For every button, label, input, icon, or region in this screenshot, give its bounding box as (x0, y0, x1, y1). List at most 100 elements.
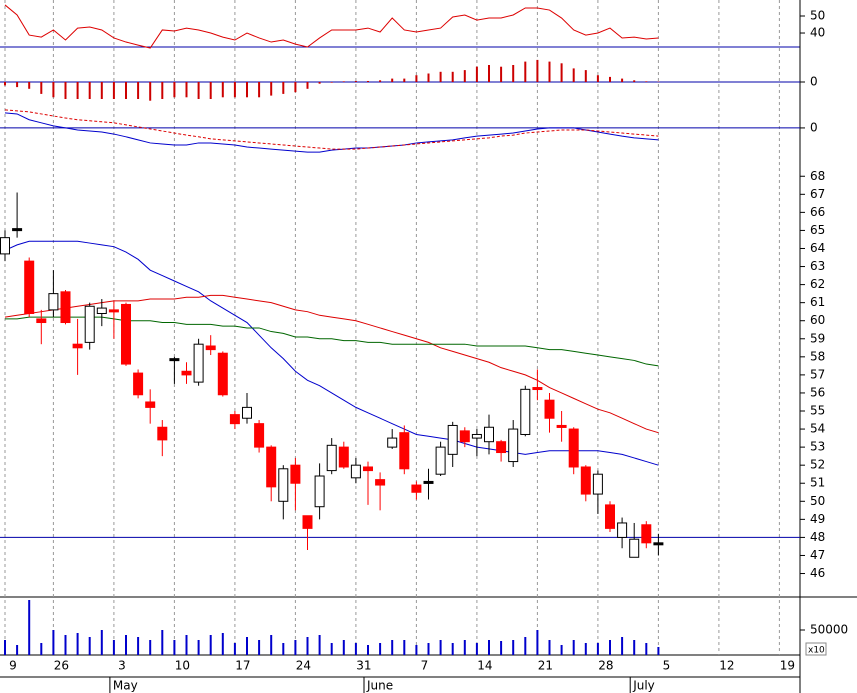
y-tick-label: 58 (810, 349, 825, 363)
bar (548, 61, 551, 82)
bar (100, 630, 103, 655)
y-tick-label: 47 (810, 548, 825, 562)
bar (161, 630, 164, 655)
bar (137, 637, 140, 655)
bar (233, 82, 236, 98)
candle-body (326, 444, 337, 472)
bar (16, 645, 19, 655)
candle-body (314, 475, 325, 508)
y-tick-label: 0 (810, 75, 818, 89)
moving-average (4, 240, 659, 466)
candle-body (145, 401, 156, 408)
bar (560, 63, 563, 82)
multiplier-box (805, 642, 827, 656)
candle-body (447, 424, 458, 455)
x-tick-label: 3 (118, 659, 126, 673)
y-tick-label: 57 (810, 367, 825, 381)
bar (185, 635, 188, 655)
y-tick-label: 56 (810, 385, 825, 399)
bar (439, 640, 442, 655)
y-tick-label: 54 (810, 422, 825, 436)
candle-body (605, 504, 615, 529)
bar (548, 640, 551, 655)
bar (125, 635, 127, 655)
candle-body (254, 423, 265, 448)
indicator-line (4, 109, 659, 150)
bar (427, 73, 430, 82)
bar (330, 82, 333, 83)
moving-average (5, 316, 659, 367)
bar (88, 637, 91, 655)
bar (536, 59, 539, 82)
candle-body (592, 473, 603, 495)
x-tick-label: 28 (598, 659, 613, 673)
bar (584, 70, 587, 82)
bar (403, 640, 406, 655)
x-tick-label: 24 (296, 659, 311, 673)
bar (137, 82, 140, 99)
candle-body (229, 414, 240, 425)
bar (415, 75, 418, 82)
candle-body (278, 468, 289, 502)
candle-body (169, 358, 180, 362)
multiplier-label: x10 (808, 646, 825, 656)
candle-body (387, 437, 398, 448)
bar (149, 82, 152, 101)
bar (488, 640, 490, 655)
y-tick-label: 52 (810, 458, 825, 472)
candle-body (181, 370, 192, 376)
bar (88, 82, 91, 99)
bar (173, 640, 176, 655)
x-tick-label: 14 (477, 659, 492, 673)
candle-body (108, 309, 119, 313)
bar (282, 643, 285, 655)
x-tick-label: 19 (780, 659, 795, 673)
bar (221, 633, 224, 655)
candle-body (411, 484, 422, 493)
candle-body (544, 399, 555, 419)
candle-body (580, 466, 591, 495)
candle-body (266, 446, 277, 488)
bar (258, 640, 261, 655)
candle-body (399, 432, 410, 470)
y-tick-label: 64 (810, 241, 825, 255)
bar (379, 643, 382, 655)
bar (572, 68, 575, 82)
bar (391, 640, 394, 655)
bar (596, 643, 599, 655)
candle-body (338, 446, 349, 468)
candle-body (617, 522, 628, 538)
bar (524, 61, 527, 82)
y-tick-label: 50 (810, 9, 825, 23)
candle-body (60, 291, 71, 324)
y-tick-label: 0 (810, 120, 818, 134)
bar (221, 82, 224, 98)
candle-body (459, 430, 470, 443)
bar (197, 640, 200, 655)
candle-body (217, 352, 228, 396)
bar (76, 82, 79, 99)
candle-body (48, 293, 59, 311)
y-tick-label: 55 (810, 404, 825, 418)
y-tick-label: 59 (810, 331, 825, 345)
candle-body (363, 466, 373, 472)
candle-body (24, 260, 35, 314)
bar (161, 82, 164, 99)
bar (451, 71, 454, 82)
x-tick-label: 10 (175, 659, 190, 673)
bar (4, 640, 6, 655)
candle-body (508, 428, 519, 463)
bar (415, 645, 418, 655)
bar (149, 640, 152, 655)
bar (4, 82, 6, 86)
y-tick-label: 46 (810, 566, 825, 580)
month-label: July (632, 679, 655, 693)
bar (427, 643, 430, 655)
bar (391, 78, 394, 82)
candle-body (423, 480, 434, 484)
bar (52, 82, 55, 98)
bar (40, 82, 43, 94)
candle-body (520, 388, 531, 435)
candle-body (36, 318, 47, 324)
